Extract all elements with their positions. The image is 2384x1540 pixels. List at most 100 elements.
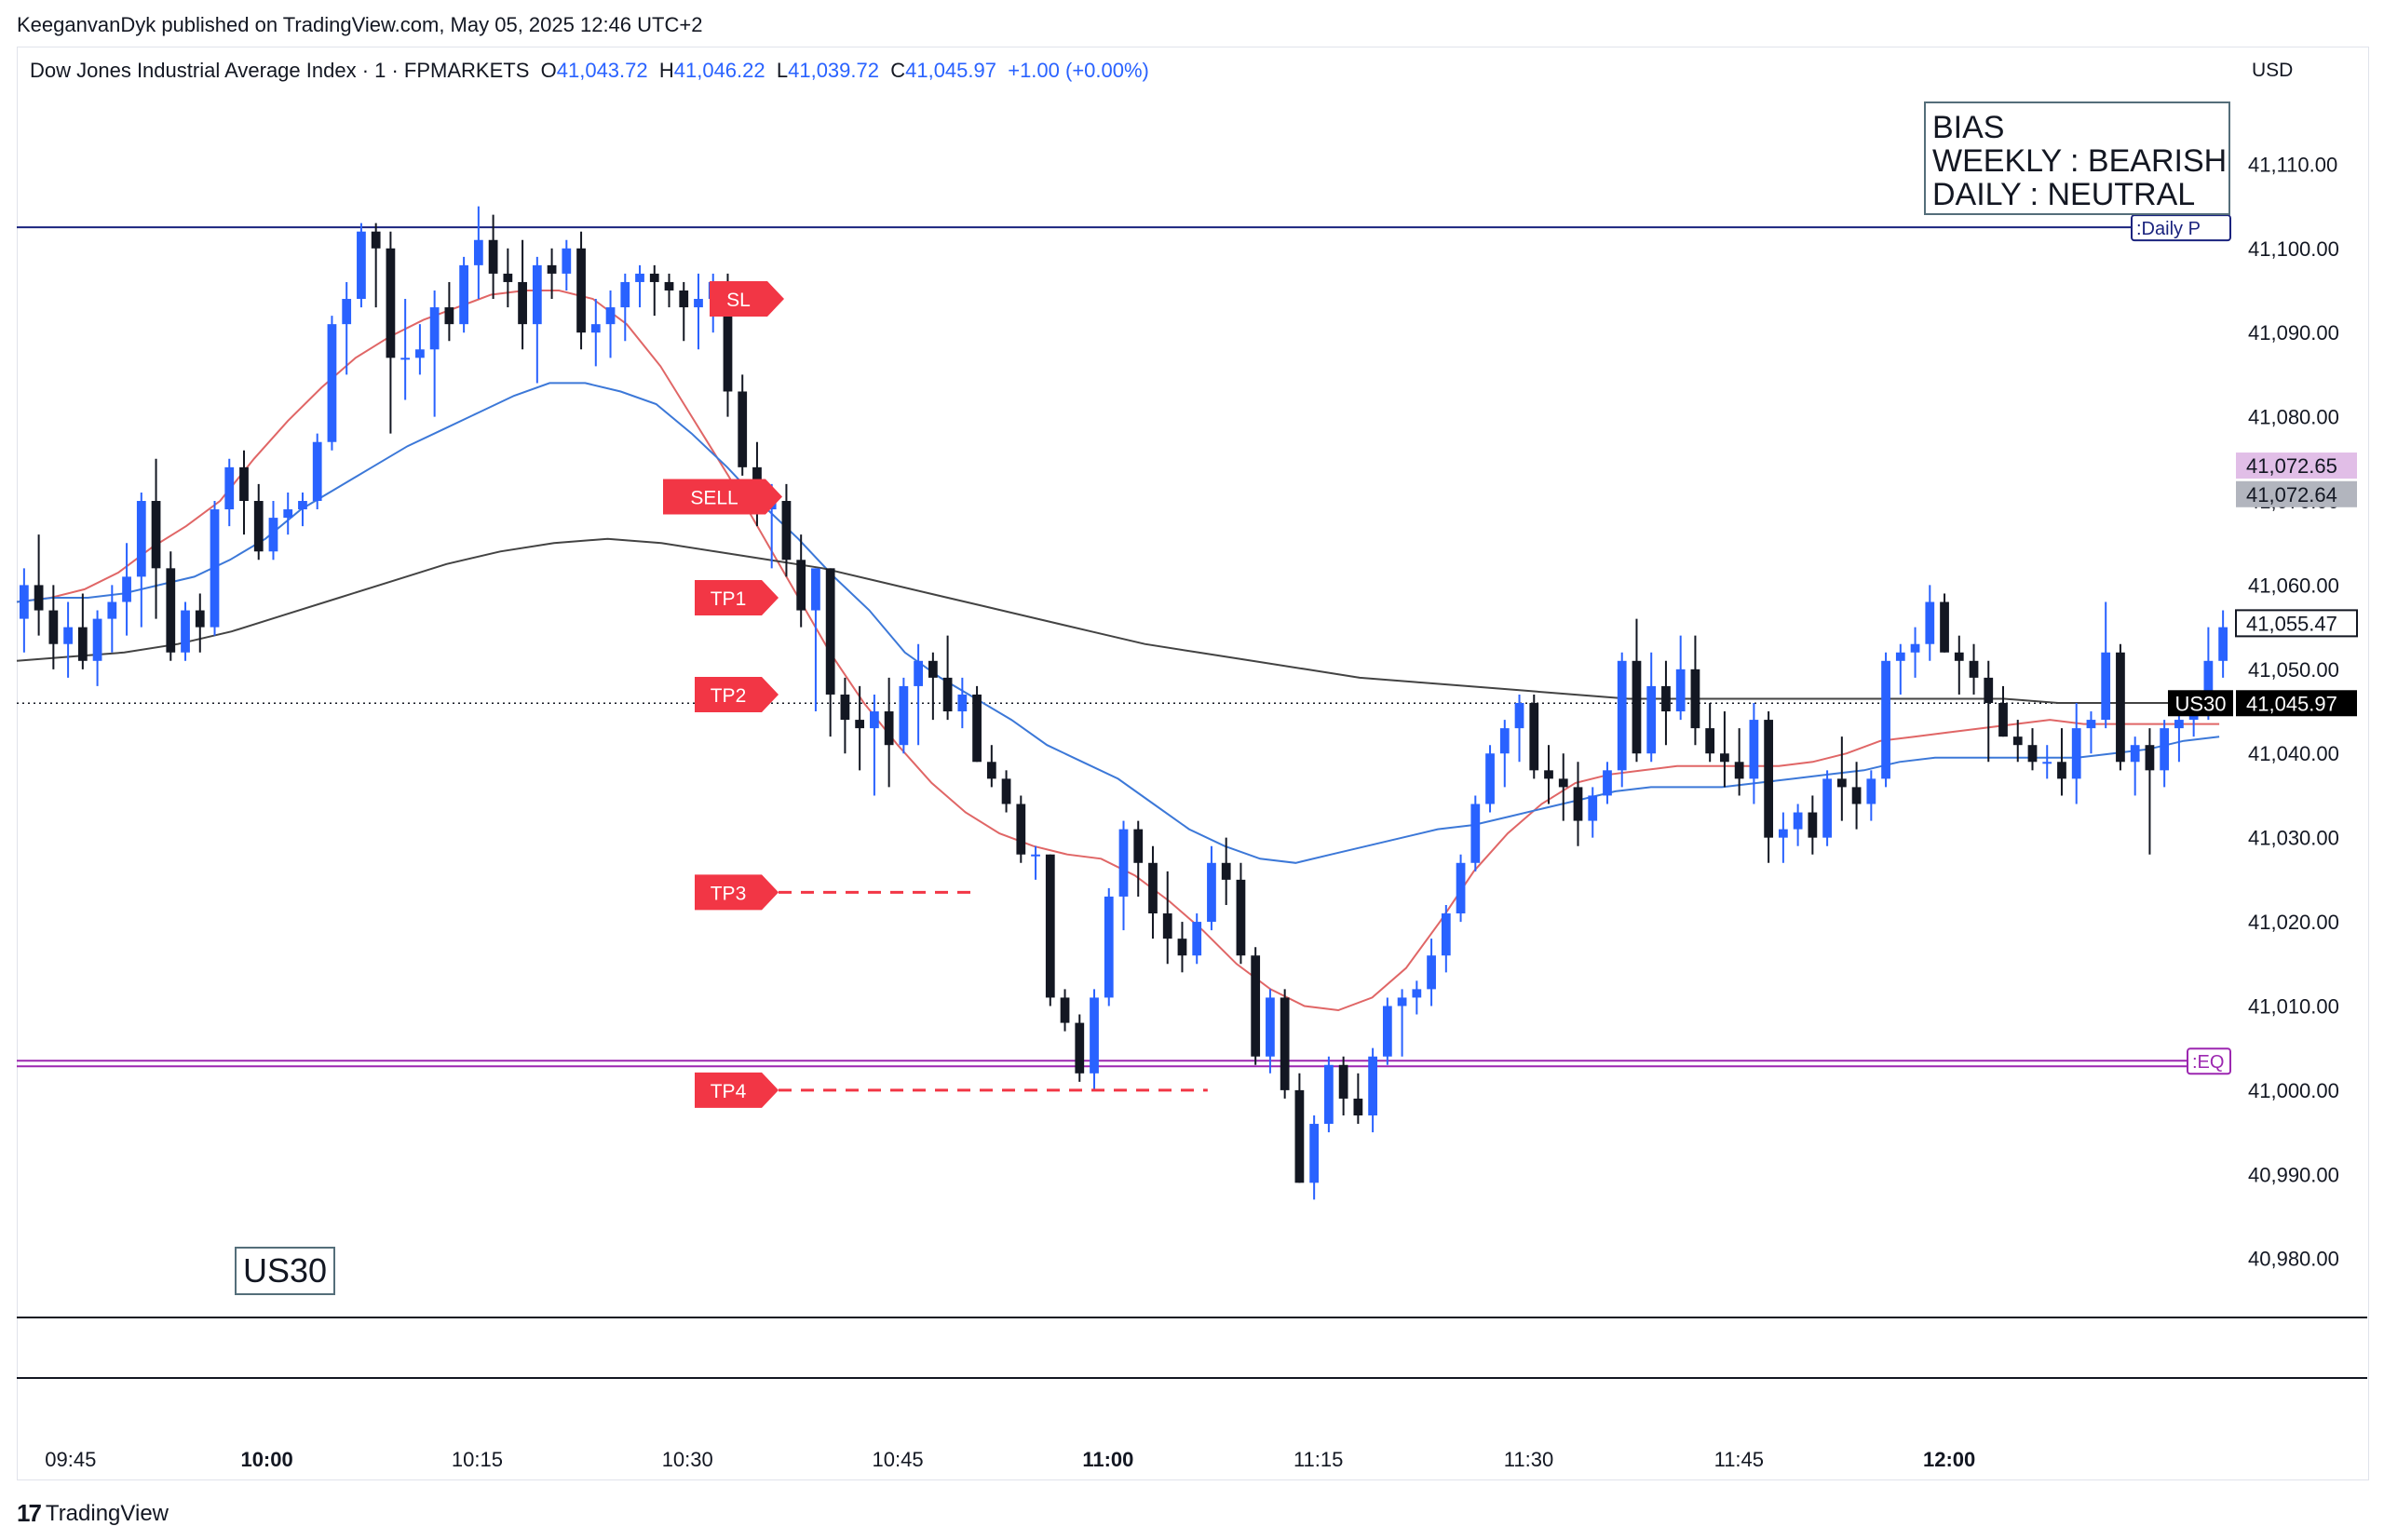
candle-body <box>1895 652 1905 661</box>
x-axis-tick-label: 10:45 <box>873 1448 924 1471</box>
candle-body <box>1588 795 1598 821</box>
tradingview-brand[interactable]: 17 TradingView <box>17 1499 169 1528</box>
currency-selector[interactable]: USD <box>2252 60 2294 81</box>
price-badge-label: 41,045.97 <box>2246 692 2337 715</box>
candle-body <box>1720 753 1729 763</box>
price-badge <box>2236 690 2357 717</box>
candle-body <box>1280 997 1290 1090</box>
candle-body <box>1456 862 1466 914</box>
x-axis-tick-label: 11:15 <box>1294 1448 1343 1471</box>
candle-body <box>2071 728 2081 779</box>
candle-body <box>1866 778 1876 804</box>
price-badge <box>2236 480 2357 507</box>
candle-body <box>371 231 381 249</box>
candle-body <box>1060 997 1070 1023</box>
candle-body <box>1910 643 1920 653</box>
candle-body <box>2101 652 2111 721</box>
candle-body <box>899 685 909 746</box>
bias-box-line: BIAS <box>1932 110 2004 145</box>
candle-body <box>1001 778 1011 804</box>
x-axis-tick-label: 09:45 <box>45 1448 96 1471</box>
price-badge-label: 41,055.47 <box>2246 612 2337 635</box>
y-axis-tick-label: 41,010.00 <box>2248 994 2339 1018</box>
y-axis-tick-label: 40,990.00 <box>2248 1163 2339 1186</box>
candle-body <box>1090 997 1099 1074</box>
candle-body <box>151 501 161 569</box>
candle-body <box>605 307 616 325</box>
candle-body <box>590 324 601 333</box>
candle-body <box>1368 1056 1377 1116</box>
signal-tag-tp4 <box>695 1072 779 1108</box>
candle-body <box>1104 896 1114 998</box>
candle-body <box>1940 601 1949 653</box>
y-axis-tick-label: 41,000.00 <box>2248 1079 2339 1102</box>
candle-body <box>92 618 102 661</box>
candle-body <box>400 358 411 360</box>
tradingview-logo-icon: 17 <box>17 1499 42 1527</box>
legend-change: +1.00 (+0.00%) <box>1008 59 1149 82</box>
x-axis-tick-label: 10:15 <box>452 1448 503 1471</box>
candle-body <box>1646 685 1657 754</box>
candle-body <box>1675 669 1686 712</box>
signal-label-tp3: TP3 <box>711 883 747 904</box>
candle-body <box>1075 1022 1085 1074</box>
signal-label-tp1: TP1 <box>711 588 747 610</box>
candle-body <box>1969 660 1979 678</box>
candle-body <box>488 239 498 274</box>
candle-body <box>1954 652 1964 661</box>
price-badge-label: 41,072.65 <box>2246 454 2337 478</box>
symbol-legend[interactable]: Dow Jones Industrial Average Index · 1 ·… <box>30 59 1149 83</box>
moving-average-line <box>16 537 2220 704</box>
candle-body <box>2160 728 2170 771</box>
candle-body <box>1617 660 1627 771</box>
x-axis-tick-label: 11:45 <box>1714 1448 1764 1471</box>
candle-body <box>1266 997 1275 1057</box>
candle-body <box>1148 862 1158 914</box>
candle-body <box>1851 787 1862 804</box>
chart-frame <box>17 47 2369 1480</box>
candle-body <box>870 711 879 729</box>
candle-body <box>1632 660 1642 754</box>
candle-body <box>77 627 88 661</box>
x-axis-tick-label: 11:30 <box>1504 1448 1553 1471</box>
candle-body <box>635 273 644 282</box>
candle-body <box>2218 627 2228 661</box>
candle-body <box>2130 745 2140 763</box>
candle-body <box>1808 812 1818 838</box>
candle-body <box>2057 762 2066 779</box>
candle-body <box>620 281 630 308</box>
candle-body <box>1485 753 1495 804</box>
candle-body <box>2027 745 2038 763</box>
bias-box-line: DAILY : NEUTRAL <box>1932 177 2195 212</box>
candle-body <box>1324 1064 1334 1125</box>
candle-body <box>34 585 44 611</box>
candle-body <box>1441 913 1451 956</box>
price-badge <box>2235 609 2358 638</box>
candle-body <box>19 585 29 619</box>
watermark-box <box>235 1247 335 1295</box>
symbol-badge-label: US30 <box>2174 692 2226 715</box>
legend-high-value: 41,046.22 <box>673 59 765 82</box>
candle-body <box>1764 720 1774 838</box>
candle-body <box>928 660 938 678</box>
candle-body <box>2116 652 2125 763</box>
candle-body <box>224 466 235 510</box>
legend-high-label: H <box>658 59 674 82</box>
x-axis-tick-label: 10:00 <box>240 1448 292 1471</box>
candle-body <box>415 349 425 358</box>
candle-body <box>181 610 190 653</box>
legend-open-label: O <box>540 59 557 82</box>
candle-body <box>473 239 483 265</box>
candle-body <box>312 441 322 502</box>
candle-body <box>268 518 278 552</box>
publisher-line: KeeganvanDyk published on TradingView.co… <box>17 13 703 36</box>
candle-body <box>1705 728 1715 754</box>
candle-body <box>1749 720 1759 779</box>
candle-body <box>738 391 748 467</box>
watermark-label: US30 <box>243 1251 327 1290</box>
candle-body <box>298 501 307 510</box>
candle-body <box>1544 770 1553 779</box>
candle-body <box>429 307 440 350</box>
signal-label-tp4: TP4 <box>711 1081 747 1102</box>
